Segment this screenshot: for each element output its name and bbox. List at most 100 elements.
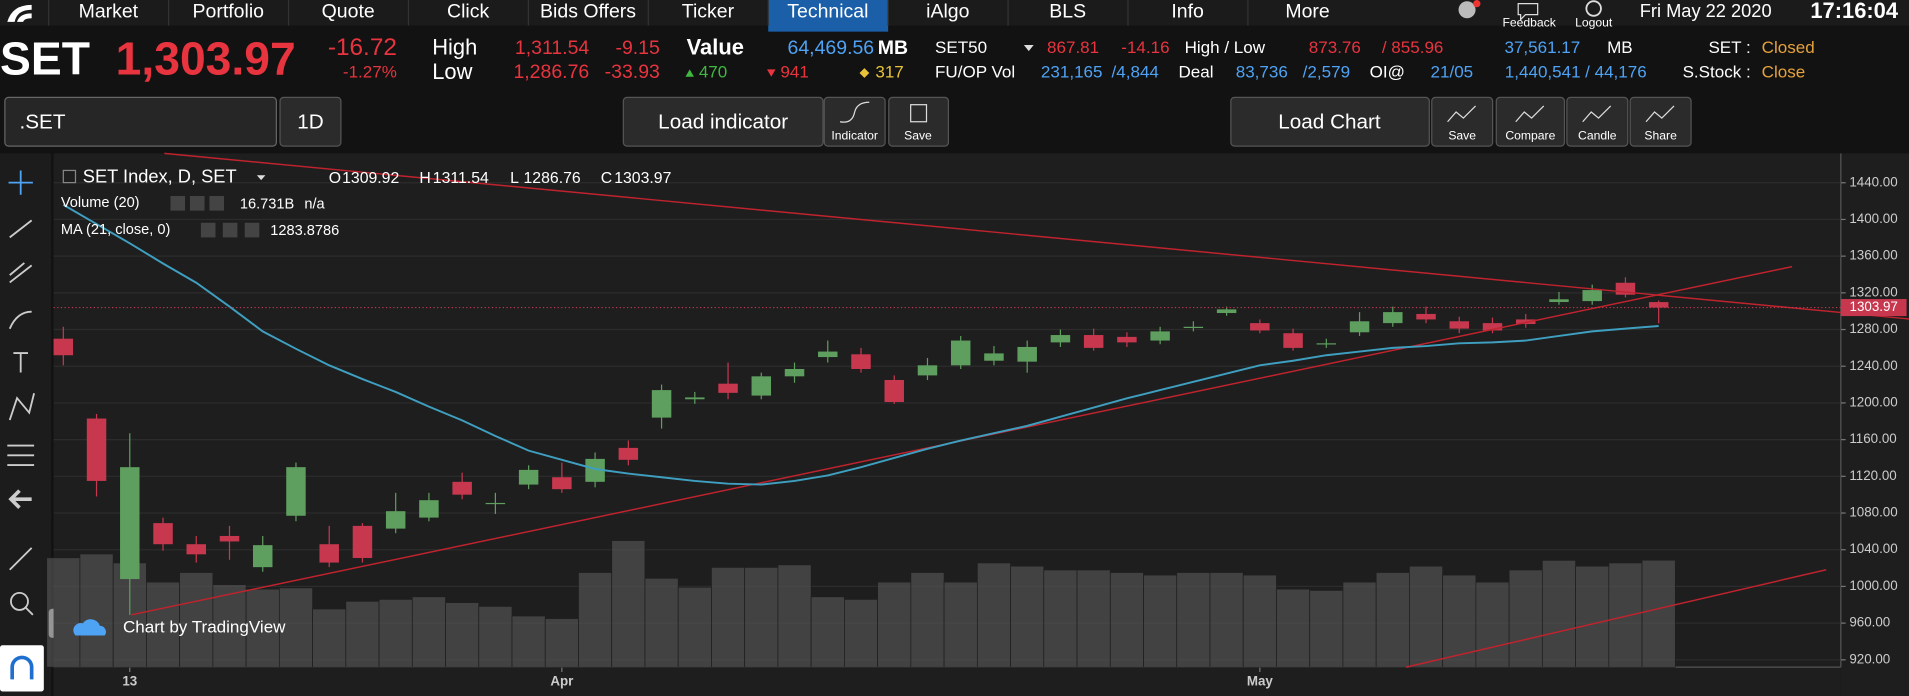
- compare-button[interactable]: [1495, 96, 1566, 147]
- volume-bar: [1508, 569, 1543, 668]
- logout-icon: [1585, 0, 1602, 17]
- ohlc-key: H: [419, 170, 430, 187]
- volume-bar: [1641, 559, 1676, 668]
- load-chart-button[interactable]: [1230, 96, 1430, 147]
- volume-bar: [1043, 569, 1078, 668]
- candle-body: [1017, 346, 1037, 362]
- low-change: -33.93: [605, 61, 660, 83]
- volume-bar: [810, 596, 845, 668]
- candle-body: [751, 376, 772, 396]
- candle-body: [1283, 333, 1303, 348]
- icon: [1645, 105, 1675, 123]
- volume-na: n/a: [304, 196, 325, 212]
- nav-item[interactable]: Ticker: [682, 0, 735, 22]
- ohlc-key: C: [601, 170, 612, 187]
- ohlc-value: 1311.54: [433, 170, 489, 187]
- volume-bar: [1109, 572, 1144, 668]
- volume-bar: [79, 553, 114, 668]
- nav-item[interactable]: More: [1285, 0, 1329, 22]
- nav-item[interactable]: Portfolio: [193, 0, 265, 22]
- low: 1,286.76: [513, 61, 589, 83]
- symbol-input[interactable]: [4, 96, 277, 147]
- candle-body: [1250, 323, 1270, 331]
- interval-button[interactable]: [279, 96, 342, 147]
- drawing-toolbar: [0, 153, 52, 696]
- feedback[interactable]: Feedback: [1502, 15, 1556, 29]
- ma-value: 1283.8786: [270, 223, 339, 239]
- x-tick-label: 13: [122, 673, 137, 688]
- volume-bar: [345, 600, 380, 668]
- set-status: Closed: [1762, 38, 1815, 57]
- down-icon: [767, 69, 776, 77]
- date: Fri May 22 2020: [1640, 0, 1772, 21]
- nav-item[interactable]: iAlgo: [926, 0, 969, 22]
- nav-item[interactable]: Click: [447, 0, 489, 22]
- dropdown[interactable]: [256, 175, 266, 181]
- change: -16.72: [328, 34, 397, 61]
- dropdown[interactable]: [1023, 45, 1034, 52]
- advances: 470: [699, 63, 727, 82]
- label: Value: [687, 34, 744, 59]
- nav-item[interactable]: Bids Offers: [540, 0, 636, 22]
- save2-button[interactable]: [1431, 96, 1494, 147]
- label: High: [432, 34, 477, 59]
- volume-bar: [711, 567, 746, 668]
- candle-body: [53, 338, 74, 356]
- candle-body: [1050, 335, 1071, 343]
- volume-bar: [1575, 565, 1610, 668]
- magnet-button[interactable]: [0, 645, 44, 692]
- op: /4,844: [1112, 63, 1159, 82]
- set50: 867.81: [1047, 38, 1099, 57]
- volume-bar: [844, 598, 878, 668]
- button-label: Share: [1644, 129, 1677, 143]
- volume-bar: [1375, 572, 1410, 668]
- icon: [10, 655, 34, 680]
- volume-bar: [478, 606, 513, 668]
- nav-item[interactable]: BLS: [1049, 0, 1086, 22]
- candle-body: [917, 365, 938, 376]
- price-axis: [1840, 153, 1909, 696]
- nav-item[interactable]: Technical: [787, 0, 868, 22]
- logo: [7, 4, 32, 22]
- volume-bar: [1010, 565, 1045, 668]
- candle-body: [1416, 313, 1436, 320]
- indicator-button[interactable]: [823, 96, 886, 147]
- volume-bar: [1475, 581, 1510, 668]
- candle-button[interactable]: [1566, 96, 1629, 147]
- candle-body: [86, 418, 107, 481]
- badge: [1473, 0, 1481, 8]
- label: SET50: [935, 38, 987, 57]
- branding[interactable]: Chart by TradingView: [123, 618, 286, 637]
- y-tick-label: 1120.00: [1849, 468, 1896, 483]
- ohlc-value: 1309.92: [342, 170, 399, 187]
- volume-bar: [511, 615, 546, 668]
- candle-body: [552, 477, 572, 490]
- volume-bar: [1209, 572, 1244, 668]
- nav-item[interactable]: Info: [1171, 0, 1204, 22]
- candle-body: [784, 368, 805, 377]
- load-indicator-button[interactable]: [622, 96, 824, 147]
- nav-item[interactable]: Market: [79, 0, 139, 22]
- volume-bar: [378, 598, 413, 668]
- volume-readout: 16.731B: [240, 196, 294, 212]
- candle-body: [385, 511, 406, 529]
- unit: MB: [1607, 38, 1633, 57]
- candle-body: [1216, 309, 1237, 314]
- nav-item[interactable]: Quote: [322, 0, 375, 22]
- chart-buttons: Save Compare Candle Share: [1431, 96, 1692, 147]
- y-tick-label: 1000.00: [1849, 578, 1897, 593]
- ohlc-key: L: [510, 170, 519, 187]
- button-label: Candle: [1578, 129, 1617, 143]
- volume-bar: [1442, 574, 1477, 668]
- candle-body: [1316, 343, 1337, 345]
- y-tick-label: 1040.00: [1849, 541, 1897, 556]
- share-button[interactable]: [1629, 96, 1692, 147]
- volume-bar: [411, 596, 446, 668]
- ohlc-value: 1286.76: [524, 170, 581, 187]
- x-tick-label: Apr: [550, 673, 573, 688]
- y-tick-label: 1240.00: [1849, 358, 1897, 373]
- logout[interactable]: Logout: [1575, 15, 1613, 29]
- collapse-box[interactable]: [62, 169, 77, 184]
- candle-body: [1383, 312, 1403, 324]
- volume-bar: [1342, 581, 1377, 668]
